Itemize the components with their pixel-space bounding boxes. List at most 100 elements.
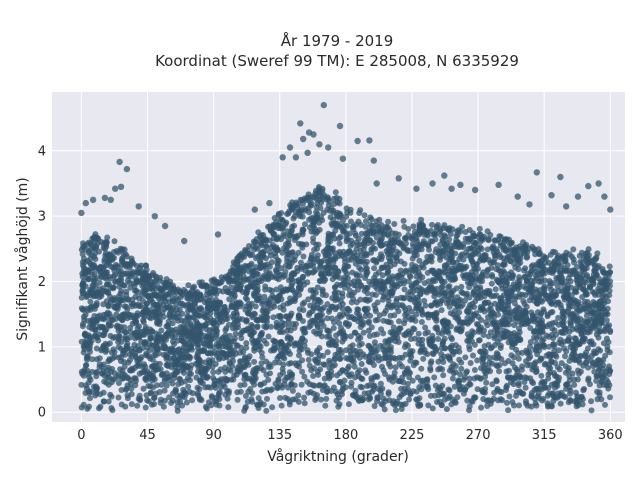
data-point — [111, 238, 118, 245]
data-point — [456, 265, 463, 272]
data-point — [560, 393, 567, 400]
data-point — [430, 278, 436, 285]
data-point — [432, 249, 439, 256]
data-point — [226, 344, 233, 350]
data-point — [320, 323, 327, 329]
data-point — [438, 402, 445, 409]
data-point — [467, 280, 474, 286]
data-point — [293, 199, 300, 206]
data-point — [311, 365, 317, 372]
data-point — [246, 353, 253, 360]
data-point — [606, 363, 613, 370]
data-point — [470, 329, 477, 336]
data-point — [489, 381, 496, 388]
data-point — [340, 248, 347, 255]
data-point — [208, 402, 215, 409]
data-point — [183, 399, 190, 406]
data-point — [553, 261, 560, 268]
data-point — [562, 267, 569, 274]
data-point — [451, 273, 458, 280]
data-point — [363, 252, 370, 259]
data-point — [498, 242, 504, 249]
data-point — [371, 331, 378, 338]
data-point — [82, 362, 89, 369]
data-point — [441, 279, 448, 285]
data-point — [316, 352, 323, 359]
data-point — [452, 369, 459, 376]
data-point — [145, 353, 152, 360]
data-point — [593, 377, 600, 384]
data-point — [470, 251, 477, 258]
data-point — [460, 256, 467, 263]
data-point — [93, 345, 100, 352]
data-point — [164, 304, 171, 311]
data-point — [335, 346, 342, 353]
data-point — [80, 321, 86, 327]
data-points — [78, 101, 614, 414]
data-point — [169, 380, 176, 387]
data-point — [547, 365, 554, 372]
data-point — [455, 227, 462, 234]
data-point — [189, 390, 196, 397]
data-point — [235, 266, 242, 273]
data-point — [367, 221, 374, 228]
data-point — [560, 323, 567, 330]
data-point — [607, 368, 614, 374]
data-point — [362, 223, 369, 230]
data-point — [167, 278, 174, 285]
data-point — [216, 307, 223, 314]
data-point — [289, 204, 296, 211]
data-point — [189, 285, 196, 291]
data-point — [575, 367, 581, 374]
data-point — [552, 384, 558, 391]
data-point — [87, 240, 94, 247]
data-point — [393, 295, 400, 302]
chart-title-line-2: Koordinat (Sweref 99 TM): E 285008, N 63… — [155, 52, 519, 70]
data-point — [300, 273, 307, 280]
data-point — [515, 382, 522, 389]
data-point — [79, 251, 86, 258]
data-point — [351, 329, 358, 336]
data-point — [363, 218, 369, 225]
data-point — [574, 301, 581, 308]
data-point — [379, 253, 385, 260]
data-point — [242, 371, 249, 378]
data-point — [343, 263, 350, 270]
data-point — [108, 314, 115, 320]
data-point — [289, 387, 296, 394]
data-point — [90, 265, 96, 272]
data-point — [321, 361, 328, 368]
data-point — [402, 400, 409, 407]
data-point — [413, 388, 420, 395]
data-point — [343, 213, 350, 220]
data-point — [161, 295, 168, 302]
data-point — [370, 230, 377, 237]
data-point — [485, 307, 492, 313]
data-point — [407, 316, 414, 323]
data-point — [372, 292, 379, 298]
data-point — [298, 381, 305, 388]
data-point — [603, 376, 610, 383]
data-point — [462, 354, 469, 361]
data-point — [80, 268, 87, 274]
data-point — [410, 223, 417, 230]
data-point — [230, 325, 236, 332]
data-point — [593, 271, 600, 278]
data-point — [328, 341, 335, 348]
data-point — [561, 345, 568, 352]
data-point — [427, 238, 434, 245]
data-point — [570, 246, 577, 253]
data-point — [524, 402, 531, 409]
data-point — [298, 259, 304, 266]
data-point — [415, 401, 422, 408]
data-point — [350, 295, 357, 302]
data-point — [324, 349, 331, 356]
data-point — [406, 396, 413, 403]
data-point — [577, 352, 584, 359]
data-point — [385, 218, 392, 225]
data-point — [552, 249, 559, 256]
data-point — [321, 257, 328, 264]
data-point — [111, 267, 118, 274]
data-point — [539, 397, 546, 404]
data-point — [78, 305, 85, 312]
